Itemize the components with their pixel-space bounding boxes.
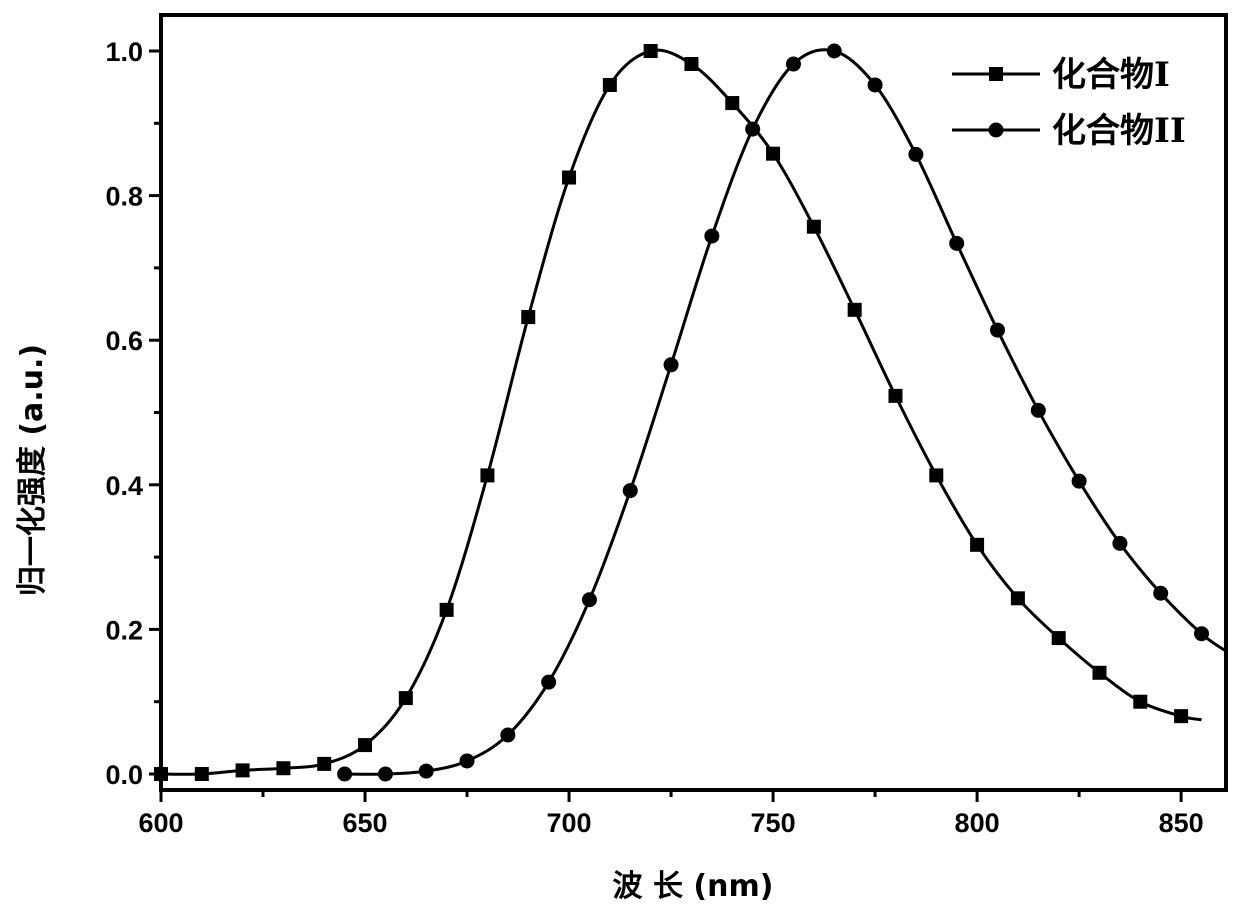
data-point — [644, 44, 658, 58]
series-layer — [154, 44, 1226, 782]
data-point — [970, 538, 984, 552]
data-point — [745, 122, 760, 137]
data-point — [1011, 591, 1025, 605]
data-point — [521, 310, 535, 324]
data-point — [317, 757, 331, 771]
data-point — [419, 764, 434, 779]
data-point — [500, 727, 515, 742]
x-tick-label: 850 — [1159, 808, 1204, 838]
y-tick-label: 1.0 — [105, 37, 143, 67]
data-point — [684, 57, 698, 71]
data-point — [460, 753, 475, 768]
data-point — [827, 44, 842, 59]
data-point — [725, 96, 739, 110]
data-point — [337, 767, 352, 782]
y-tick-label: 0.4 — [105, 471, 143, 501]
legend-label: 化合物I — [1052, 55, 1170, 95]
data-point — [1031, 403, 1046, 418]
x-tick-label: 700 — [547, 808, 592, 838]
data-point — [949, 236, 964, 251]
x-axis-label: 波 长 (nm) — [613, 869, 774, 904]
legend-entry: 化合物I — [952, 55, 1170, 95]
legend-entry: 化合物II — [952, 111, 1186, 151]
y-axis: 0.0 0.2 0.4 0.6 0.8 1.0 — [105, 37, 161, 790]
data-point — [195, 767, 209, 781]
data-point — [1194, 626, 1209, 641]
data-point — [848, 303, 862, 317]
y-axis-label: 归一化强度 (a.u.) — [15, 344, 50, 596]
data-point — [766, 147, 780, 161]
y-tick-label: 0.8 — [105, 182, 143, 212]
data-point — [807, 220, 821, 234]
data-point — [868, 77, 883, 92]
data-point — [1093, 666, 1107, 680]
data-point — [664, 357, 679, 372]
data-point — [1133, 695, 1147, 709]
x-axis: 600 650 700 750 800 850 — [138, 790, 1203, 838]
y-tick-label: 0.2 — [105, 615, 143, 645]
legend-marker — [989, 67, 1003, 81]
data-point — [929, 468, 943, 482]
legend-label: 化合物II — [1052, 111, 1186, 151]
x-tick-label: 600 — [138, 808, 183, 838]
data-point — [358, 738, 372, 752]
x-tick-label: 650 — [342, 808, 387, 838]
data-point — [440, 603, 454, 617]
y-tick-label: 0.0 — [105, 760, 143, 790]
data-point — [1153, 586, 1168, 601]
data-point — [603, 78, 617, 92]
data-point — [378, 767, 393, 782]
data-point — [582, 592, 597, 607]
data-point — [908, 147, 923, 162]
data-point — [623, 483, 638, 498]
legend: 化合物I 化合物II — [952, 55, 1186, 151]
data-point — [704, 229, 719, 244]
data-point — [562, 171, 576, 185]
data-point — [541, 675, 556, 690]
data-point — [399, 691, 413, 705]
data-point — [990, 323, 1005, 338]
y-tick-label: 0.6 — [105, 326, 143, 356]
x-tick-label: 750 — [751, 808, 796, 838]
data-point — [1174, 709, 1188, 723]
data-point — [786, 57, 801, 72]
x-tick-label: 800 — [955, 808, 1000, 838]
data-point — [276, 761, 290, 775]
data-point — [480, 468, 494, 482]
data-point — [1052, 631, 1066, 645]
data-point — [888, 389, 902, 403]
data-point — [236, 763, 250, 777]
data-point — [1112, 536, 1127, 551]
legend-marker — [989, 123, 1004, 138]
data-point — [154, 767, 168, 781]
data-point — [1072, 474, 1087, 489]
series-line — [345, 50, 1226, 774]
